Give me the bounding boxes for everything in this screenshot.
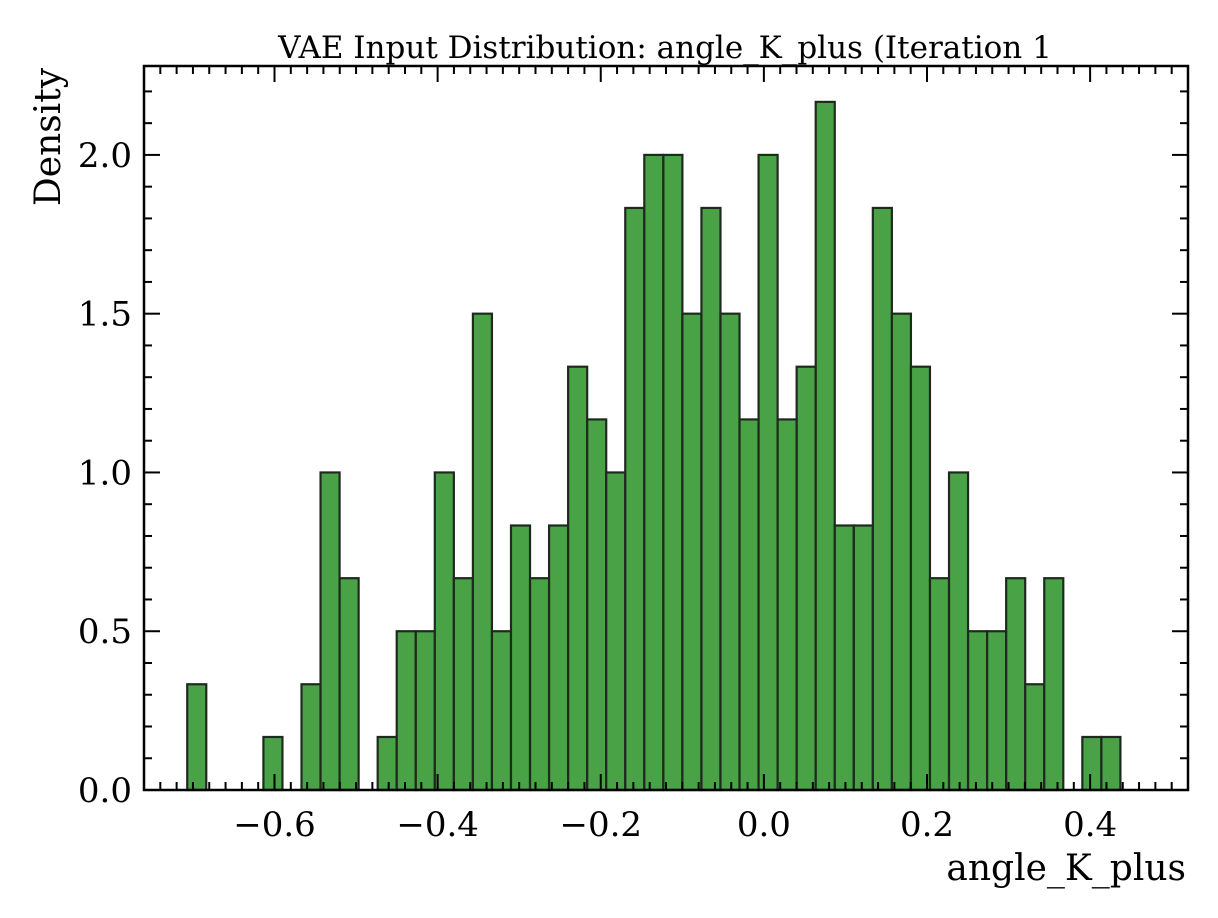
histogram-bar (300, 683, 322, 792)
histogram-bar (947, 471, 970, 792)
histogram-bar (1024, 683, 1046, 792)
x-tick-label: −0.6 (233, 805, 316, 845)
axis-tick-labels: −0.6 −0.4 −0.2 0.0 0.2 0.4 0.0 0.5 1.0 1.5 2.0 (78, 136, 1117, 845)
histogram-bar (567, 365, 589, 792)
histogram-bar (1005, 577, 1027, 792)
histogram-bar (1081, 735, 1103, 792)
histogram-bar (681, 312, 703, 792)
y-tick-label: 0.5 (78, 612, 132, 652)
histogram-bar (662, 153, 684, 792)
x-tick-label: −0.4 (396, 805, 479, 845)
histogram-bar (776, 418, 798, 792)
histogram-bar (586, 418, 608, 792)
histogram-bar (262, 735, 284, 792)
histogram-bar (471, 312, 494, 792)
histogram-bar (528, 577, 551, 792)
histogram-bar (700, 206, 722, 792)
histogram-bar (928, 577, 951, 792)
histogram-bar (433, 471, 455, 792)
histogram-bar (643, 153, 665, 792)
histogram-bar (338, 577, 360, 792)
histogram-bar (833, 524, 855, 792)
histogram-bar (757, 153, 779, 792)
plot-frame (142, 64, 1190, 792)
histogram-bars (186, 100, 1122, 792)
histogram-bar (719, 312, 741, 792)
histogram-bar (509, 524, 532, 792)
histogram-bar (605, 471, 627, 792)
histogram-bar (376, 735, 398, 792)
histogram-bar (1100, 735, 1122, 792)
histogram-bar (414, 630, 436, 792)
y-tick-label: 0.0 (78, 771, 132, 811)
histogram-bar (547, 524, 570, 792)
x-tick-label: 0.0 (737, 805, 791, 845)
y-tick-label: 1.5 (78, 295, 132, 335)
x-tick-label: 0.2 (900, 805, 954, 845)
x-tick-label: −0.2 (559, 805, 642, 845)
histogram-bar (319, 471, 341, 792)
histogram-bar (890, 312, 913, 792)
histogram-bar (186, 683, 208, 792)
x-axis-label: angle_K_plus (946, 848, 1186, 889)
histogram-bar (452, 577, 474, 792)
x-tick-label: 0.4 (1063, 805, 1117, 845)
histogram-bar (738, 418, 760, 792)
histogram-bar (986, 630, 1008, 792)
histogram-bar (1043, 577, 1065, 792)
histogram-bar (624, 206, 646, 792)
histogram-bar (490, 630, 513, 792)
y-tick-label: 1.0 (78, 453, 132, 493)
histogram-bar (852, 524, 874, 792)
chart-title: VAE Input Distribution: angle_K_plus (It… (277, 30, 1052, 66)
histogram-bar (871, 206, 893, 792)
histogram-bar (795, 365, 817, 792)
y-tick-label: 2.0 (78, 136, 132, 176)
histogram-bar (909, 365, 932, 792)
histogram-bar (814, 100, 836, 792)
y-axis-label: Density (28, 67, 69, 206)
axis-ticks (144, 66, 1188, 791)
histogram-bar (966, 630, 989, 792)
histogram-bar (395, 630, 417, 792)
